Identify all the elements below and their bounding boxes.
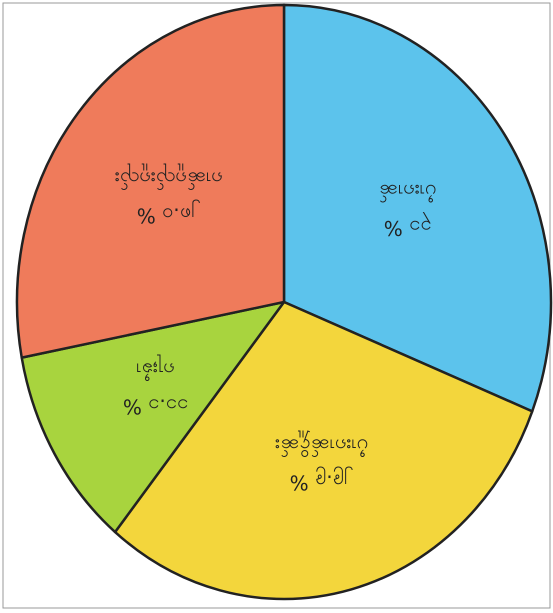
slice-label: ပၢႆးၵၢၼ် [379,180,437,204]
pie-slice [20,300,286,534]
slice-value-label: ၂၈.၀ % [137,199,201,227]
slice-label: ပၢႆးၵၢၼ်ႁိူၼ်း [275,430,368,458]
slice-value-label: ၃၁ % [384,212,432,240]
pie-slice [113,300,534,601]
pie-slice [282,3,553,413]
slice-value-label: ၂၉.၉ % [290,466,354,494]
slice-value-label: ၁၁.၁ % [123,395,188,419]
pie-slice [15,3,286,359]
slice-label: ၵႃႈၶၢႆ [136,355,175,383]
slice-label: ၵၢၼ်ၵူၺ်းၵူၺ်း [115,163,223,191]
